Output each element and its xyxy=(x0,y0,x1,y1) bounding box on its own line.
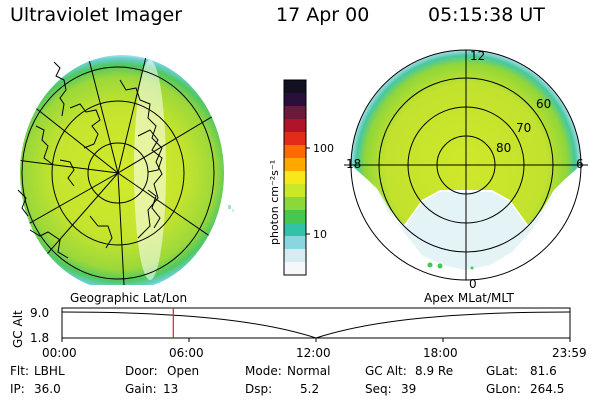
mode-readout: Mode: Normal xyxy=(245,364,330,378)
color-scale-swatch xyxy=(284,106,306,120)
dsp-readout: Dsp: 5.2 xyxy=(245,382,319,396)
color-scale-swatch xyxy=(284,80,306,94)
ip-label: IP: xyxy=(10,382,25,396)
color-scale-swatch xyxy=(284,184,306,198)
time-label: 05:15:38 UT xyxy=(428,4,545,26)
filter-readout: Flt: LBHL xyxy=(10,364,65,378)
seq-value: 39 xyxy=(401,382,417,396)
instrument-title: Ultraviolet Imager xyxy=(10,4,183,26)
time-tick-0600: 06:00 xyxy=(169,346,204,360)
color-scale-swatch xyxy=(284,262,306,276)
door-label: Door: xyxy=(125,364,158,378)
altitude-curve xyxy=(61,311,571,339)
time-tick-1200: 12:00 xyxy=(296,346,331,360)
gc-alt-axis-title: GC Alt xyxy=(11,310,25,348)
color-scale-unit-label: photon cm⁻²s⁻¹ xyxy=(268,160,281,245)
door-value: Open xyxy=(167,364,200,378)
orbit-altitude-timeline: Geographic Lat/Lon Apex MLat/MLT GC Alt … xyxy=(11,291,587,360)
glon-readout: GLon: 264.5 xyxy=(486,382,564,396)
gain-value: 13 xyxy=(163,382,179,396)
auroral-emission-region xyxy=(20,55,224,285)
geographic-auroral-image xyxy=(17,55,234,285)
dsp-value: 5.2 xyxy=(300,382,320,396)
glat-readout: GLat: 81.6 xyxy=(486,364,557,378)
door-readout: Door: Open xyxy=(125,364,199,378)
glon-label: GLon: xyxy=(486,382,521,396)
gain-label: Gain: xyxy=(125,382,157,396)
color-scale-swatch xyxy=(284,145,306,159)
color-scale-swatch xyxy=(284,171,306,185)
time-tick-1800: 18:00 xyxy=(423,346,458,360)
color-scale-swatch xyxy=(284,210,306,224)
intensity-color-scale: 100 10 photon cm⁻²s⁻¹ xyxy=(268,79,334,276)
mlat-mlt-polar-plot: 60 70 80 12 18 6 0 xyxy=(344,49,588,290)
gc-alt-label: GC Alt: xyxy=(365,364,407,378)
mode-label: Mode: xyxy=(245,364,282,378)
dsp-label: Dsp: xyxy=(245,382,273,396)
geographic-lat-lon-label: Geographic Lat/Lon xyxy=(70,291,187,305)
color-scale-swatch xyxy=(284,132,306,146)
gc-alt-value: 8.9 Re xyxy=(415,364,454,378)
color-scale-swatch xyxy=(284,119,306,133)
glat-value: 81.6 xyxy=(530,364,557,378)
gc-alt-tick-high: 9.0 xyxy=(30,306,49,320)
color-scale-tick-10: 10 xyxy=(313,228,327,241)
color-scale-swatch xyxy=(284,249,306,263)
mlat-label-70: 70 xyxy=(516,121,531,135)
color-scale-swatch xyxy=(284,236,306,250)
mlt-label-18: 18 xyxy=(346,157,361,171)
color-scale-swatches xyxy=(284,80,306,276)
date-label: 17 Apr 00 xyxy=(276,4,370,26)
time-tick-0000: 00:00 xyxy=(42,346,77,360)
color-scale-swatch xyxy=(284,223,306,237)
polar-grid xyxy=(344,49,588,281)
glat-label: GLat: xyxy=(486,364,519,378)
color-scale-swatch xyxy=(284,93,306,107)
time-tick-2359: 23:59 xyxy=(552,346,587,360)
filter-value: LBHL xyxy=(34,364,65,378)
ip-readout: IP: 36.0 xyxy=(10,382,61,396)
mode-value: Normal xyxy=(287,364,331,378)
ip-value: 36.0 xyxy=(34,382,61,396)
color-scale-tick-100: 100 xyxy=(313,142,334,155)
mlat-label-60: 60 xyxy=(536,97,551,111)
filter-label: Flt: xyxy=(10,364,29,378)
color-scale-swatch xyxy=(284,158,306,172)
mlt-label-0: 0 xyxy=(469,277,477,290)
gain-readout: Gain: 13 xyxy=(125,382,178,396)
gc-alt-readout: GC Alt: 8.9 Re xyxy=(365,364,453,378)
mlat-label-80: 80 xyxy=(496,141,511,155)
seq-label: Seq: xyxy=(365,382,392,396)
color-scale-swatch xyxy=(284,197,306,211)
mlt-label-6: 6 xyxy=(576,157,584,171)
coastline-outlines xyxy=(17,61,163,259)
seq-readout: Seq: 39 xyxy=(365,382,416,396)
timeline-frame xyxy=(61,307,571,339)
glon-value: 264.5 xyxy=(530,382,565,396)
gc-alt-tick-low: 1.8 xyxy=(30,331,49,345)
apex-mlat-mlt-label: Apex MLat/MLT xyxy=(424,291,514,305)
mlt-label-12: 12 xyxy=(470,49,485,63)
